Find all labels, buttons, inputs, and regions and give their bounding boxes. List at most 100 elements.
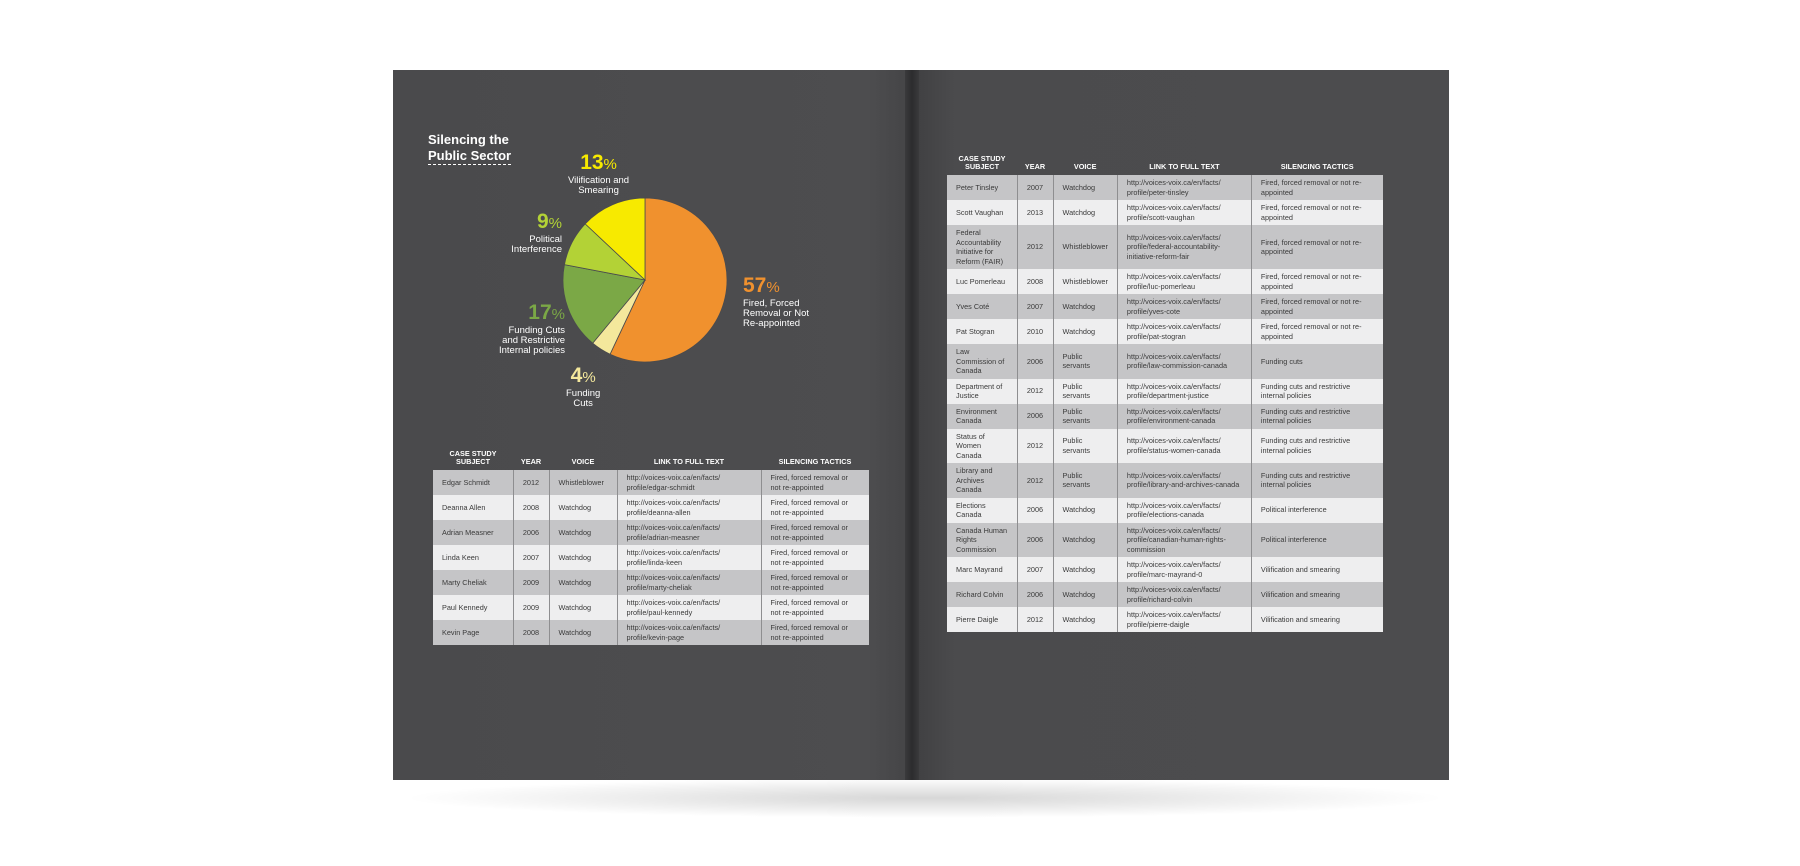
cell-link: http://voices-voix.ca/en/facts/ profile/… [617, 495, 762, 520]
table-header-row: Case Study Subject Year Voice Link to fu… [947, 155, 1383, 175]
cell-link: http://voices-voix.ca/en/facts/ profile/… [1117, 175, 1252, 200]
table-row: Environment Canada 2006 Public servants htt… [947, 403, 1383, 429]
col-subject: Case Study Subject [449, 449, 497, 466]
cell-voice: Public servants [1053, 378, 1118, 404]
table-row: Pat Stogran 2010 Watchdog http://voices-voi… [947, 319, 1383, 344]
cell-voice: Public servants [1053, 403, 1118, 429]
cell-voice: Watchdog [549, 520, 618, 545]
pie-slice-2 [562, 264, 646, 344]
table-row: Deanna Allen 2008 Watchdog http://voices-vo… [433, 495, 869, 520]
label-funding: 4% Funding Cuts [566, 364, 601, 409]
table-row: Paul Kennedy 2009 Watchdog http://voices-vo… [433, 595, 869, 620]
table-row: Linda Keen 2007 Watchdog http://voices-voix… [433, 545, 869, 570]
table-row: Yves Coté 2007 Watchdog http://voices-voix.… [947, 294, 1383, 319]
col-voice: Voice [571, 457, 595, 466]
col-year: Year [1024, 162, 1046, 171]
col-link: Link to full text [1149, 162, 1220, 171]
cell-tactics: Political interference [1251, 497, 1383, 523]
cell-link: http://voices-voix.ca/en/facts/ profile/… [1117, 607, 1252, 632]
pct-vilification: 13 [580, 151, 604, 174]
cell-subject: Kevin Page [433, 620, 514, 645]
booklet-spine [905, 70, 919, 780]
cell-year: 2007 [513, 545, 550, 570]
cell-year: 2006 [1017, 497, 1054, 523]
cell-link: http://voices-voix.ca/en/facts/ profile/… [1117, 557, 1252, 582]
cell-voice: Watchdog [1053, 582, 1118, 607]
title-line-2: Public Sector [428, 148, 512, 165]
cell-voice: Watchdog [549, 620, 618, 645]
cell-year: 2009 [513, 570, 550, 595]
cell-subject: Library and Archives Canada [947, 463, 1018, 498]
cell-tactics: Funding cuts and restrictive internal po… [1251, 463, 1383, 498]
cell-link: http://voices-voix.ca/en/facts/ profile/… [1117, 200, 1252, 225]
cell-link: http://voices-voix.ca/en/facts/ profile/… [617, 470, 762, 495]
cell-tactics: Fired, forced removal or not re-appointe… [761, 620, 869, 645]
title-line-1: Silencing the [428, 132, 509, 147]
cell-voice: Watchdog [549, 495, 618, 520]
cell-tactics: Fired, forced removal or not re-appointe… [1251, 175, 1383, 200]
label-political: 9% Political Interference [511, 210, 562, 255]
pie-slice-0 [609, 197, 728, 363]
cell-year: 2009 [513, 595, 550, 620]
cell-subject: Marc Mayrand [947, 557, 1018, 582]
table-row: Richard Colvin 2006 Watchdog http://voices-… [947, 582, 1383, 607]
cell-subject: Deanna Allen [433, 495, 514, 520]
cell-link: http://voices-voix.ca/en/facts/ profile/… [1117, 344, 1252, 379]
cell-tactics: Fired, forced removal or not re-appointe… [761, 495, 869, 520]
pct-funding-policies: 17 [528, 301, 552, 324]
cell-subject: Marty Cheliak [433, 570, 514, 595]
cell-link: http://voices-voix.ca/en/facts/ profile/… [1117, 403, 1252, 429]
cell-subject: Edgar Schmidt [433, 470, 514, 495]
table-row: Marc Mayrand 2007 Watchdog http://voices-vo… [947, 557, 1383, 582]
cell-subject: Adrian Measner [433, 520, 514, 545]
cell-year: 2010 [1017, 319, 1054, 344]
cell-year: 2006 [1017, 522, 1054, 557]
table-row: Luc Pomerleau 2008 Whistleblower http://voi… [947, 269, 1383, 294]
cell-tactics: Political interference [1251, 522, 1383, 557]
cell-tactics: Fired, forced removal or not re-appointe… [1251, 294, 1383, 319]
cell-tactics: Fired, forced removal or not re-appointe… [761, 570, 869, 595]
cell-link: http://voices-voix.ca/en/facts/ profile/… [617, 570, 762, 595]
cell-subject: Peter Tinsley [947, 175, 1018, 200]
cell-subject: Federal Accountability Initiative for Re… [947, 225, 1018, 269]
cell-voice: Watchdog [1053, 294, 1118, 319]
cell-subject: Department of Justice [947, 378, 1018, 404]
cell-voice: Whistleblower [1053, 269, 1118, 294]
cell-tactics: Fired, forced removal or not re-appointe… [761, 520, 869, 545]
pie-chart [562, 197, 728, 363]
cell-year: 2013 [1017, 200, 1054, 225]
col-subject: Case Study Subject [958, 154, 1006, 171]
cell-voice: Whistleblower [549, 470, 618, 495]
col-tactics: Silencing Tactics [778, 457, 852, 466]
cell-link: http://voices-voix.ca/en/facts/ profile/… [1117, 225, 1252, 269]
cell-tactics: Vilification and smearing [1251, 607, 1383, 632]
cell-voice: Whistleblower [1053, 225, 1118, 269]
table-row: Edgar Schmidt 2012 Whistleblower http://voi… [433, 470, 869, 495]
left-case-table: Case Study Subject Year Voice Link to fu… [433, 450, 869, 645]
cell-tactics: Funding cuts and restrictive internal po… [1251, 428, 1383, 463]
cell-link: http://voices-voix.ca/en/facts/ profile/… [1117, 497, 1252, 523]
pie-slice-4 [584, 197, 646, 281]
cell-subject: Canada Human Rights Commission [947, 522, 1018, 557]
cell-voice: Public servants [1053, 344, 1118, 379]
cell-tactics: Funding cuts and restrictive internal po… [1251, 378, 1383, 404]
cell-subject: Linda Keen [433, 545, 514, 570]
cell-link: http://voices-voix.ca/en/facts/ profile/… [1117, 319, 1252, 344]
table-row: Kevin Page 2008 Watchdog http://voices-voix… [433, 620, 869, 645]
cell-tactics: Fired, forced removal or not re-appointe… [1251, 200, 1383, 225]
cell-voice: Watchdog [1053, 607, 1118, 632]
cell-link: http://voices-voix.ca/en/facts/ profile/… [617, 620, 762, 645]
table-row: Law Commission of Canada 2006 Public serva… [947, 344, 1383, 379]
cell-voice: Watchdog [1053, 557, 1118, 582]
cell-year: 2008 [1017, 269, 1054, 294]
cell-year: 2008 [513, 495, 550, 520]
col-year: Year [520, 457, 542, 466]
cell-link: http://voices-voix.ca/en/facts/ profile/… [1117, 582, 1252, 607]
right-case-table: Case Study Subject Year Voice Link to fu… [947, 155, 1383, 632]
table-row: Library and Archives Canada 2012 Public se… [947, 463, 1383, 498]
col-link: Link to full text [653, 457, 725, 466]
cell-voice: Public servants [1053, 463, 1118, 498]
page-shadow [400, 778, 1450, 818]
cell-voice: Watchdog [1053, 497, 1118, 523]
cell-link: http://voices-voix.ca/en/facts/ profile/… [617, 520, 762, 545]
